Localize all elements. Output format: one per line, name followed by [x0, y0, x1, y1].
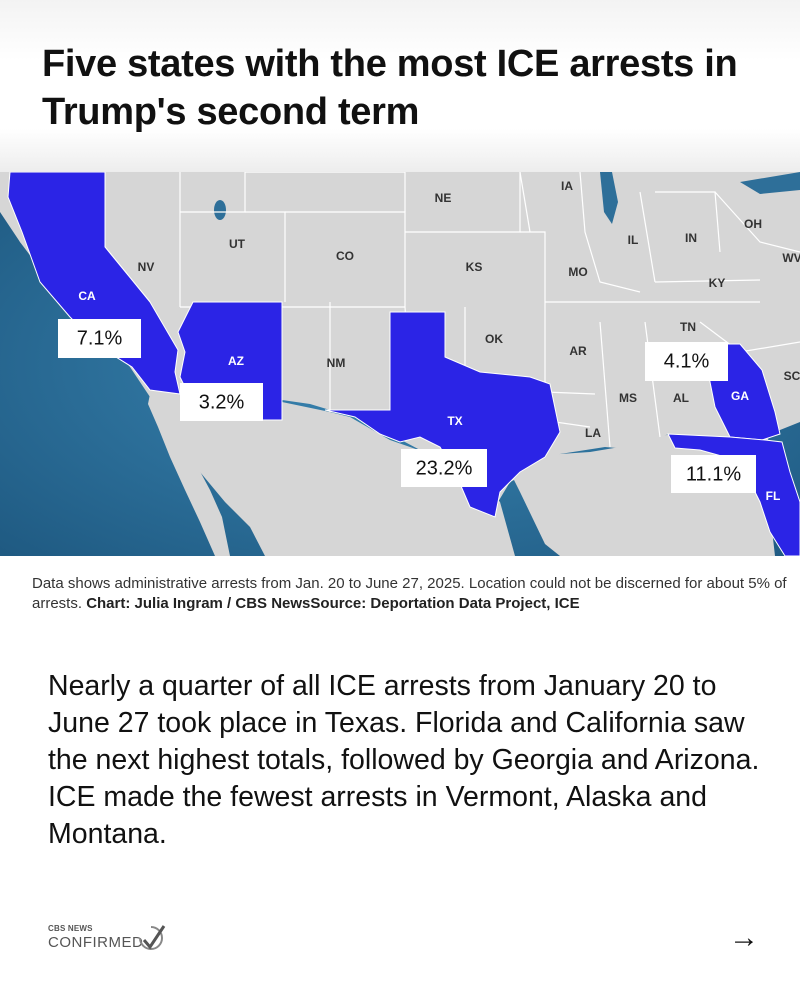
checkmark-icon: [139, 925, 166, 950]
state-label-oh: OH: [744, 217, 762, 231]
state-label-ms: MS: [619, 391, 637, 405]
state-label-ga: GA: [731, 389, 749, 403]
lake-michigan: [600, 172, 618, 224]
state-label-co: CO: [336, 249, 354, 263]
pct-value-tx: 23.2%: [416, 457, 473, 479]
logo-big-text: CONFIRMED: [48, 934, 144, 951]
chart-caption: Data shows administrative arrests from J…: [32, 574, 792, 614]
state-label-ky: KY: [709, 276, 726, 290]
state-labels: NE IA IL IN OH WV UT NV CO KS MO KY CA T…: [78, 179, 800, 503]
state-label-ut: UT: [229, 237, 246, 251]
state-label-mo: MO: [568, 265, 587, 279]
state-label-in: IN: [685, 231, 697, 245]
lake-erie: [740, 172, 800, 194]
state-label-ia: IA: [561, 179, 573, 193]
state-label-la: LA: [585, 426, 601, 440]
summary-paragraph: Nearly a quarter of all ICE arrests from…: [48, 670, 760, 850]
cbs-news-confirmed-logo: CBS NEWS CONFIRMED: [48, 920, 178, 960]
caption-note: Data shows administrative arrests from J…: [32, 575, 787, 612]
pct-box-az: 3.2%: [180, 383, 263, 421]
state-label-ks: KS: [466, 260, 483, 274]
mexico-mainland: [200, 394, 515, 556]
pct-box-ca: 7.1%: [58, 319, 141, 358]
pct-value-ca: 7.1%: [77, 327, 123, 349]
state-label-fl: FL: [766, 489, 781, 503]
state-label-ne: NE: [435, 191, 452, 205]
arrow-right-icon: →: [729, 921, 759, 954]
state-label-ar: AR: [569, 344, 587, 358]
state-label-wv: WV: [782, 251, 800, 265]
land-mass: [0, 172, 800, 556]
header-banner: Five states with the most ICE arrests in…: [0, 0, 800, 172]
state-label-ok: OK: [485, 332, 503, 346]
pct-value-ga: 4.1%: [664, 350, 710, 372]
us-map: NE IA IL IN OH WV UT NV CO KS MO KY CA T…: [0, 172, 800, 556]
baja-peninsula: [148, 394, 230, 556]
logo-small-text: CBS NEWS: [48, 924, 93, 933]
state-label-tx: TX: [447, 414, 462, 428]
state-label-tn: TN: [680, 320, 696, 334]
pct-box-ga: 4.1%: [645, 342, 728, 381]
pct-box-fl: 11.1%: [671, 455, 756, 493]
state-label-nm: NM: [327, 356, 346, 370]
state-tx: [324, 311, 561, 518]
pct-value-az: 3.2%: [199, 391, 245, 413]
state-label-ca: CA: [78, 289, 96, 303]
caption-credit: Chart: Julia Ingram / CBS NewsSource: De…: [86, 595, 580, 612]
page-title: Five states with the most ICE arrests in…: [42, 43, 738, 133]
state-fl: [667, 433, 800, 556]
state-label-nv: NV: [138, 260, 155, 274]
great-salt-lake: [214, 200, 226, 220]
state-label-al: AL: [673, 391, 689, 405]
state-label-sc: SC: [784, 369, 800, 383]
pct-box-tx: 23.2%: [401, 449, 487, 487]
state-label-az: AZ: [228, 354, 244, 368]
state-label-il: IL: [628, 233, 639, 247]
next-arrow-button[interactable]: →: [724, 918, 764, 958]
pct-value-fl: 11.1%: [686, 463, 741, 485]
